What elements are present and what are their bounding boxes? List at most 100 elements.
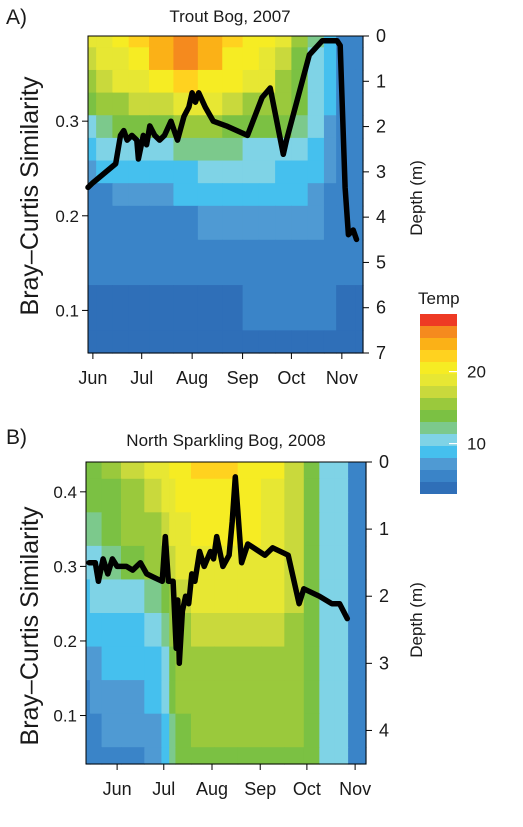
heatmap-cell: [175, 462, 192, 480]
heatmap-cell: [348, 462, 361, 480]
heatmap-cell: [319, 462, 336, 480]
heatmap-cell: [319, 747, 336, 765]
heatmap-cell: [96, 115, 114, 139]
heatmap-cell: [319, 680, 336, 715]
heatmap-cell: [242, 205, 260, 241]
heatmap-cell: [284, 747, 305, 765]
heatmap-cell: [214, 613, 239, 648]
heatmap-cell: [86, 462, 91, 480]
heatmap-cell: [291, 239, 309, 286]
panel-a-title: Trout Bog, 2007: [169, 7, 290, 26]
heatmap-cell: [88, 47, 97, 71]
heatmap-cell: [161, 713, 170, 748]
heatmap-cell: [237, 462, 262, 480]
x-tick-label: Nov: [326, 368, 358, 388]
heatmap-cell: [336, 285, 345, 331]
heatmap-cell: [112, 239, 130, 286]
heatmap-cell: [197, 137, 223, 162]
heatmap-cell: [89, 478, 103, 513]
heatmap-cell: [222, 92, 244, 116]
heatmap-cell: [323, 69, 337, 94]
heatmap-cell: [144, 579, 163, 614]
heatmap-cell: [214, 646, 239, 681]
heatmap-cell: [169, 478, 177, 513]
heatmap-cell: [355, 137, 364, 162]
heatmap-cell: [307, 69, 325, 94]
heatmap-cell: [284, 512, 305, 547]
heatmap-cell: [319, 545, 336, 581]
depth-tick-label: 3: [376, 162, 386, 182]
heatmap-cell: [112, 183, 130, 207]
heatmap-cell: [169, 545, 177, 581]
heatmap-cell: [307, 330, 325, 354]
heatmap-cell: [191, 646, 215, 681]
panel-a: A) Trout Bog, 2007 0.1 0.2 0.3 0 1 2 3 4 5 6 7 Ju…: [6, 6, 426, 388]
heatmap-cell: [101, 680, 122, 715]
heatmap-cell: [128, 239, 150, 286]
heatmap-cell: [334, 512, 349, 547]
heatmap-cell: [144, 462, 163, 480]
heatmap-cell: [101, 646, 122, 681]
heatmap-cell: [121, 646, 145, 681]
heatmap-cell: [237, 747, 262, 765]
legend-ticks: 10 20: [449, 363, 486, 454]
heatmap-cell: [348, 680, 361, 715]
depth-tick-label: 0: [376, 26, 386, 46]
heatmap-cell: [359, 512, 367, 547]
heatmap-cell: [121, 545, 145, 581]
heatmap-cell: [222, 36, 244, 48]
heatmap-cell: [112, 36, 130, 48]
heatmap-cell: [242, 47, 260, 71]
heatmap-cell: [284, 680, 305, 715]
heatmap-cell: [334, 545, 349, 581]
heatmap-cell: [284, 613, 305, 648]
heatmap-cell: [348, 747, 361, 765]
depth-tick-label: 3: [379, 653, 389, 673]
heatmap-cell: [89, 512, 103, 547]
panel-b-title: North Sparkling Bog, 2008: [126, 431, 325, 450]
panel-b-depth-axis-label: Depth (m): [407, 582, 426, 658]
heatmap-cell: [169, 713, 177, 748]
heatmap-cell: [112, 330, 130, 354]
heatmap-cell: [89, 747, 103, 765]
y-tick-label: 0.2: [53, 632, 77, 651]
legend-tick-label: 10: [467, 435, 486, 454]
heatmap-cell: [121, 613, 145, 648]
heatmap-cell: [307, 115, 325, 139]
heatmap-cell: [237, 579, 262, 614]
heatmap-cell: [86, 747, 91, 765]
heatmap-cell: [101, 478, 122, 513]
heatmap-cell: [128, 47, 150, 71]
temperature-legend: Temp 10 20: [418, 289, 486, 494]
heatmap-cell: [96, 137, 114, 162]
heatmap-cell: [173, 36, 199, 48]
heatmap-cell: [291, 160, 309, 184]
heatmap-cell: [175, 545, 192, 581]
heatmap-cell: [161, 646, 170, 681]
heatmap-cell: [303, 747, 320, 765]
heatmap-cell: [303, 478, 320, 513]
heatmap-cell: [214, 462, 239, 480]
heatmap-cell: [348, 646, 361, 681]
heatmap-cell: [214, 747, 239, 765]
heatmap-cell: [88, 137, 97, 162]
heatmap-cell: [242, 137, 260, 162]
heatmap-cell: [144, 713, 163, 748]
heatmap-cell: [197, 36, 223, 48]
panel-b-y-axis-label: Bray–Curtis Similarity: [16, 506, 44, 745]
heatmap-cell: [258, 160, 276, 184]
depth-tick-label: 2: [379, 586, 389, 606]
heatmap-cell: [261, 579, 285, 614]
heatmap-cell: [303, 462, 320, 480]
heatmap-cell: [88, 92, 97, 116]
heatmap-cell: [359, 713, 367, 748]
heatmap-cell: [197, 285, 223, 331]
x-tick-label: Nov: [339, 779, 371, 799]
heatmap-cell: [197, 205, 223, 241]
panel-b-temperature-heatmap: [86, 462, 367, 765]
heatmap-cell: [191, 680, 215, 715]
heatmap-cell: [319, 613, 336, 648]
heatmap-cell: [173, 239, 199, 286]
heatmap-cell: [128, 92, 150, 116]
heatmap-cell: [173, 330, 199, 354]
